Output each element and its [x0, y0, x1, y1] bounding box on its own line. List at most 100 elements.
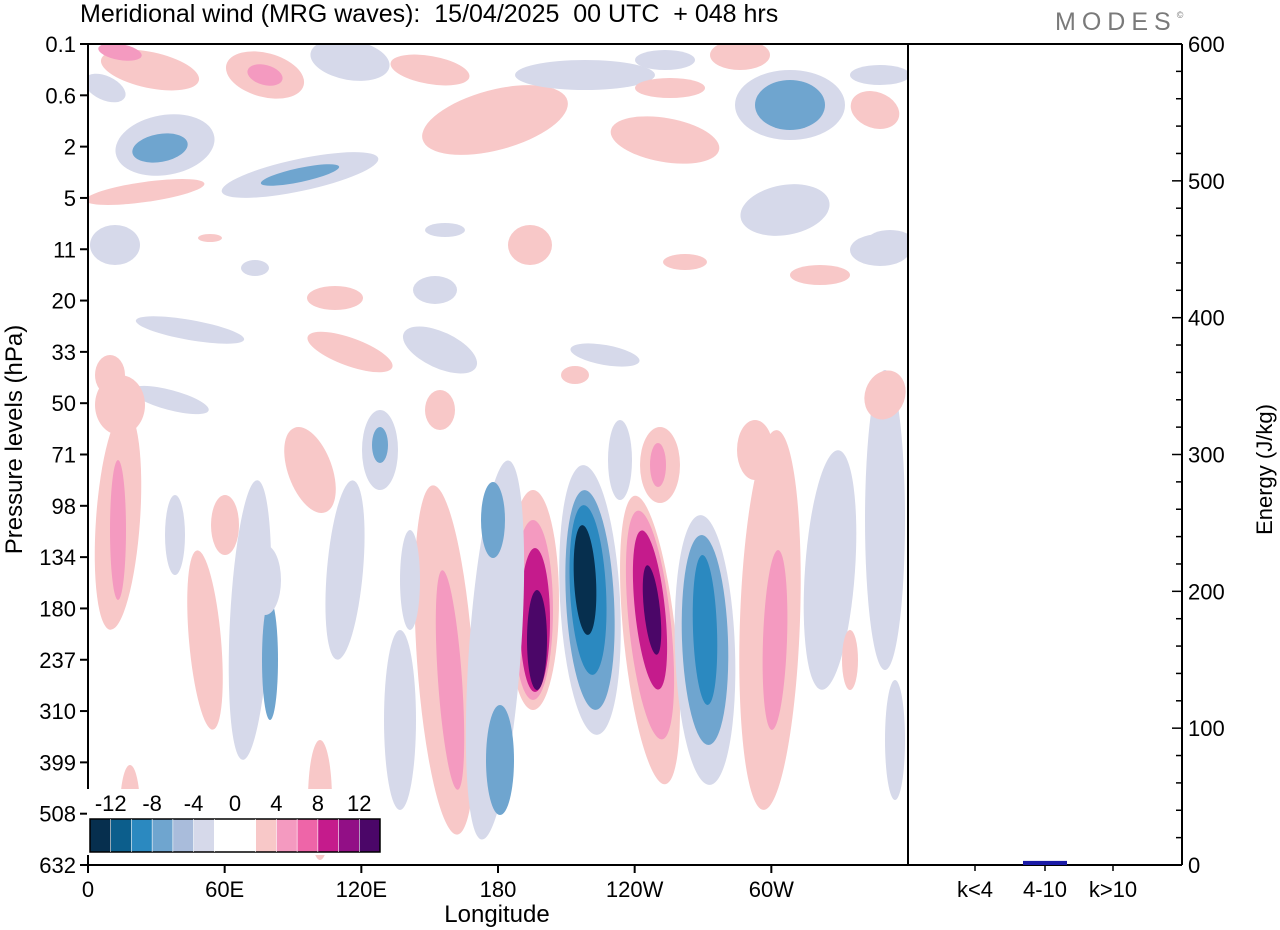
energy-tick-label: 600 — [1188, 32, 1225, 57]
energy-axis-label: Energy (J/kg) — [1252, 404, 1277, 535]
contour-patch — [98, 44, 142, 61]
colorbar-swatch — [110, 819, 132, 852]
colorbar-swatch — [338, 819, 360, 852]
contour-patch — [249, 545, 281, 615]
y-tick-label: 237 — [39, 648, 76, 673]
y-tick-label: 180 — [39, 596, 76, 621]
y-tick-label: 11 — [53, 237, 76, 262]
contour-patch — [650, 443, 666, 487]
contour-patch — [90, 225, 140, 265]
contour-patch — [284, 427, 336, 513]
contour-patch — [527, 590, 547, 690]
contour-patch — [187, 550, 223, 730]
contour-patch — [247, 64, 283, 86]
contour-patch — [325, 480, 365, 660]
contour-patch — [165, 495, 185, 575]
contour-patch — [790, 265, 850, 285]
y-tick-label: 5 — [64, 186, 76, 211]
logo-text: MODES — [1055, 8, 1177, 36]
longitude-axis: 0 60E 120E 180 120W 60W Longitude — [82, 865, 794, 928]
y-tick-label: 0.6 — [45, 83, 76, 108]
contour-patch — [850, 91, 900, 129]
contour-patch — [481, 482, 505, 558]
colorbar-swatch — [172, 819, 195, 852]
contour-patch — [573, 525, 597, 635]
y-tick-label: 399 — [39, 750, 76, 775]
chart-title: Meridional wind (MRG waves): 15/04/2025 … — [80, 0, 779, 28]
contour-patch — [95, 375, 145, 435]
contour-patch — [762, 550, 788, 730]
contour-patch — [422, 85, 568, 155]
contour-patch — [663, 254, 707, 270]
y-tick-label: 134 — [39, 545, 76, 570]
y-tick-label: 508 — [39, 802, 76, 827]
x-tick-label: 0 — [82, 877, 94, 902]
x-tick-label: 120E — [336, 877, 387, 902]
colorbar-swatch — [131, 819, 153, 852]
contour-patch — [561, 366, 589, 384]
energy-category-label: k<4 — [957, 877, 993, 902]
y-tick-label: 33 — [52, 340, 76, 365]
colorbar-label: 4 — [270, 791, 282, 816]
contour-patch — [868, 230, 908, 250]
x-tick-label: 60E — [205, 877, 244, 902]
colorbar-label: -4 — [184, 791, 204, 816]
contour-patch — [642, 565, 662, 655]
y-tick-label: 2 — [64, 135, 76, 160]
energy-tick-label: 100 — [1188, 716, 1225, 741]
contour-patch — [710, 44, 770, 70]
colorbar-swatch — [255, 819, 277, 852]
contour-patch — [211, 495, 239, 555]
colorbar-swatch — [152, 819, 174, 852]
y-tick-label: 71 — [52, 443, 76, 468]
colorbar-swatch — [214, 819, 236, 852]
contour-patch — [241, 260, 269, 276]
x-tick-label: 180 — [480, 877, 517, 902]
contour-patch — [384, 630, 416, 810]
energy-category-label: k>10 — [1089, 877, 1137, 902]
y-axis-label: Pressure levels (hPa) — [1, 325, 28, 554]
y-tick-label: 310 — [39, 699, 76, 724]
contour-patch — [88, 179, 205, 205]
contour-patch — [635, 78, 705, 98]
contour-patch — [372, 427, 388, 463]
colorbar-swatch — [317, 819, 340, 852]
contour-patch — [755, 80, 825, 130]
energy-tick-label: 0 — [1188, 853, 1200, 878]
energy-tick-label: 300 — [1188, 443, 1225, 468]
contour-patch — [608, 420, 632, 500]
contour-patch — [435, 570, 465, 790]
y-tick-label: 98 — [52, 494, 76, 519]
contour-patch — [310, 44, 390, 81]
colorbar-label: -12 — [95, 791, 127, 816]
contour-patch — [425, 223, 465, 237]
contour-patch — [88, 73, 126, 103]
contour-patch — [610, 116, 720, 164]
wind-contours — [88, 44, 908, 860]
colorbar-swatch — [297, 819, 319, 852]
contour-patch — [135, 316, 245, 344]
copyright-mark: © — [1176, 10, 1184, 20]
colorbar-swatch — [90, 819, 112, 852]
contour-patch — [515, 60, 655, 90]
contour-patch — [131, 385, 209, 415]
x-axis-label: Longitude — [444, 901, 549, 928]
contour-patch — [390, 54, 470, 86]
contour-patch — [570, 343, 640, 367]
contour-patch — [842, 630, 858, 690]
colorbar-label: 12 — [347, 791, 371, 816]
contour-patch — [307, 286, 363, 310]
contour-patch — [508, 225, 552, 265]
energy-panel: 0 100 200 300 400 500 600 Energy (J/kg) k<4 4-10 k… — [957, 32, 1277, 902]
x-tick-label: 120W — [606, 877, 664, 902]
colorbar-swatch — [276, 819, 298, 852]
contour-patch — [402, 326, 478, 374]
y-tick-label: 20 — [52, 289, 76, 314]
y-tick-label: 50 — [52, 391, 76, 416]
energy-bar — [1023, 860, 1067, 865]
modes-logo: MODES© — [1055, 8, 1183, 37]
contour-patch — [865, 370, 905, 670]
colorbar-label: -8 — [142, 791, 162, 816]
contour-patch — [425, 390, 455, 430]
